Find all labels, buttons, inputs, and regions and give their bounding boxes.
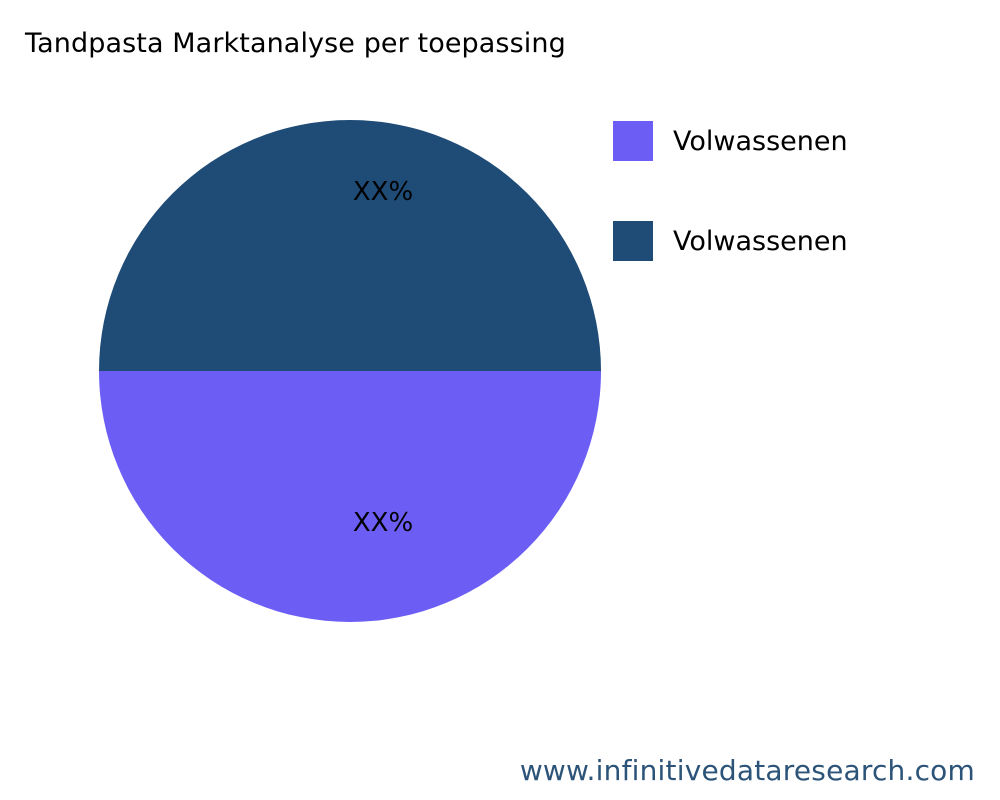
legend-color-swatch-2: [613, 221, 653, 261]
pie-slice-label-1: XX%: [352, 508, 414, 538]
pie-slice-volwassenen-2[interactable]: [99, 120, 601, 371]
chart-title: Tandpasta Marktanalyse per toepassing: [25, 28, 566, 59]
legend-color-swatch-1: [613, 121, 653, 161]
legend: Volwassenen Volwassenen: [613, 121, 943, 261]
source-watermark: www.infinitivedataresearch.com: [519, 754, 975, 787]
pie-slice-volwassenen-1[interactable]: [99, 371, 601, 622]
legend-item-label: Volwassenen: [673, 225, 848, 257]
legend-item-volwassenen-1[interactable]: Volwassenen: [613, 121, 943, 161]
pie-chart: XX% XX%: [99, 120, 601, 622]
legend-item-volwassenen-2[interactable]: Volwassenen: [613, 221, 943, 261]
legend-item-label: Volwassenen: [673, 125, 848, 157]
pie-slice-label-2: XX%: [352, 177, 414, 207]
pie-svg: [99, 120, 601, 622]
